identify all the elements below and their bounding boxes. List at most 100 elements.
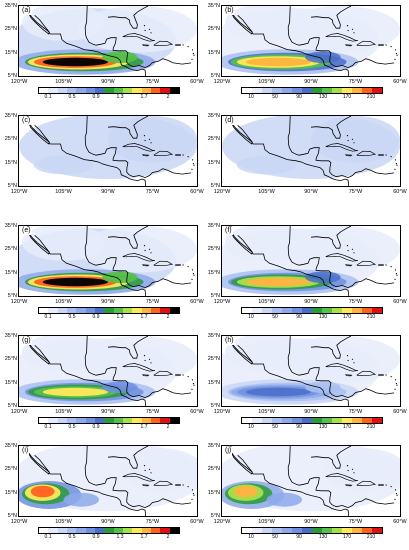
colorbar <box>38 417 180 424</box>
rainfall-map <box>222 446 400 516</box>
colorbar-tick-label: 10 <box>248 424 254 430</box>
coastline <box>310 336 352 359</box>
small-island <box>395 493 397 495</box>
small-island <box>385 44 387 46</box>
colorbar-swatch <box>312 88 322 93</box>
island-outline <box>122 363 155 372</box>
rain-contour <box>78 226 197 273</box>
small-island <box>143 25 146 27</box>
colorbar-swatch <box>342 528 352 533</box>
small-island <box>351 468 354 470</box>
island-outline <box>153 480 174 487</box>
coastline <box>230 446 350 516</box>
lon-tick-label: 90°W <box>101 79 115 85</box>
colorbar-swatch <box>94 418 105 423</box>
small-island <box>193 274 195 276</box>
small-island <box>394 269 397 271</box>
lat-tick-label: 25°N <box>4 356 17 363</box>
rainfall-map <box>222 6 400 76</box>
lon-tick-label: 90°W <box>304 299 318 305</box>
colorbar-swatch <box>262 88 272 93</box>
small-island <box>390 376 392 378</box>
colorbar <box>38 307 180 314</box>
colorbar-tick-label: 50 <box>272 94 278 100</box>
colorbar-swatch <box>372 418 382 423</box>
lat-tick-label: 35°N <box>207 113 220 119</box>
lon-tick-label: 105°W <box>258 189 275 195</box>
colorbar-swatch <box>150 418 161 423</box>
colorbar-swatch <box>352 528 362 533</box>
rain-contour <box>22 226 105 261</box>
lat-tick-label: 15°N <box>4 159 17 166</box>
small-island <box>353 142 355 144</box>
island-outline <box>378 264 384 267</box>
small-island <box>182 484 184 486</box>
lon-tick-label: 90°W <box>304 79 318 85</box>
small-island <box>390 266 392 268</box>
coastline <box>230 226 350 296</box>
rain-contour <box>245 387 311 397</box>
lat-tick-label: 15°N <box>4 379 17 386</box>
island-outline <box>122 473 155 482</box>
lat-tick-label: 5°N <box>7 183 17 189</box>
colorbar-swatch <box>48 528 58 533</box>
coastline <box>230 6 350 76</box>
colorbar-swatch <box>312 308 322 313</box>
colorbar-swatch <box>132 418 142 423</box>
colorbar-tick-label: 170 <box>342 424 352 430</box>
coastline <box>230 121 253 145</box>
colorbar-swatch <box>122 528 133 533</box>
colorbar-swatch <box>113 528 123 533</box>
colorbar-swatch <box>242 528 252 533</box>
small-island <box>385 484 387 486</box>
lon-tick-label: 105°W <box>258 299 275 305</box>
colorbar-tick-label: 0.1 <box>44 424 52 430</box>
colorbar-swatch <box>141 418 151 423</box>
colorbar-tick-label: 210 <box>366 424 376 430</box>
island-outline <box>175 484 181 487</box>
small-island <box>395 163 397 165</box>
colorbar-tick-label: 2 <box>166 424 170 430</box>
colorbar-swatch <box>57 528 67 533</box>
small-island <box>143 245 146 247</box>
colorbar <box>241 87 383 94</box>
coastline <box>27 116 147 186</box>
colorbar-swatch <box>94 308 105 313</box>
coastline <box>27 336 147 406</box>
rain-contour <box>42 277 108 287</box>
colorbar-swatch <box>48 418 58 423</box>
small-island <box>193 384 195 386</box>
colorbar-swatch <box>362 88 372 93</box>
colorbar-swatch <box>85 418 95 423</box>
map-panel-f: (f) 35°N 25°N 15°N 5°N 120°W 105°W 90°W 75°W 60°W… <box>208 223 407 330</box>
lat-tick-label: 35°N <box>207 443 220 449</box>
island-outline <box>356 370 377 377</box>
small-island <box>353 362 355 364</box>
lon-tick-label: 120°W <box>10 299 28 305</box>
small-island <box>394 388 396 390</box>
colorbar-swatch <box>169 308 179 313</box>
colorbar-tick-label: 2 <box>166 94 170 100</box>
colorbar-tick-label: 130 <box>318 534 328 540</box>
colorbar-swatch <box>57 418 67 423</box>
colorbar-swatch <box>272 528 282 533</box>
lon-tick-label: 120°W <box>213 79 231 85</box>
colorbar-swatch <box>141 308 151 313</box>
coastline <box>310 6 352 29</box>
small-island <box>144 249 146 252</box>
map-canvas: (j) <box>221 445 401 517</box>
map-canvas: (c) <box>18 115 198 187</box>
colorbar-tick-label: 10 <box>248 314 254 320</box>
island-outline <box>356 150 377 157</box>
colorbar-tick-label: 130 <box>318 424 328 430</box>
colorbar-swatch <box>57 88 67 93</box>
small-island <box>396 274 398 276</box>
colorbar-swatch <box>104 88 114 93</box>
colorbar-swatch <box>252 528 262 533</box>
colorbar-swatch <box>262 528 272 533</box>
colorbar-tick-label: 50 <box>272 534 278 540</box>
colorbar-swatch <box>362 308 372 313</box>
lon-tick-label: 75°W <box>348 409 363 415</box>
coastline <box>84 116 192 179</box>
lat-tick-label: 15°N <box>207 489 220 496</box>
